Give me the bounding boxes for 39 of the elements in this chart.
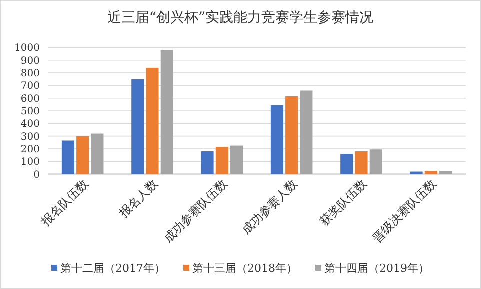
y-tick-label: 300 — [20, 132, 40, 143]
y-tick-label: 1000 — [14, 43, 40, 54]
x-tick-label: 报名队伍数 — [38, 176, 91, 230]
bar — [62, 140, 74, 174]
legend-label: 第十四届（2019年） — [324, 262, 430, 275]
bar — [230, 146, 244, 174]
y-tick-label: 800 — [20, 68, 40, 80]
bar — [440, 171, 452, 174]
bar — [355, 152, 368, 174]
bar — [286, 96, 298, 174]
y-tick-label: 900 — [20, 56, 40, 67]
y-tick-label: 400 — [20, 119, 40, 130]
bar — [160, 50, 174, 174]
x-tick-label: 成功参赛人数 — [239, 176, 300, 238]
bar — [370, 150, 382, 174]
bar — [91, 134, 104, 174]
bar — [146, 68, 159, 174]
y-tick-label: 0 — [34, 170, 40, 181]
x-tick-label: 报名人数 — [116, 176, 161, 222]
bar — [300, 90, 313, 174]
bar — [270, 105, 284, 174]
x-tick-label: 晋级决赛队伍数 — [370, 176, 440, 246]
legend-label: 第十三届（2018年） — [192, 262, 298, 275]
bar — [201, 152, 214, 174]
bar — [132, 79, 144, 174]
bar — [340, 154, 354, 174]
y-tick-label: 500 — [20, 106, 40, 118]
y-tick-label: 200 — [20, 144, 40, 156]
y-tick-label: 600 — [20, 94, 40, 105]
y-tick-label: 100 — [20, 157, 40, 168]
legend-label: 第十二届（2017年） — [60, 262, 166, 275]
bar — [216, 147, 228, 174]
x-tick-label: 成功参赛队伍数 — [160, 176, 230, 246]
bar — [410, 172, 423, 174]
x-tick-label: 获奖队伍数 — [317, 176, 370, 229]
bar — [424, 171, 438, 174]
bar — [76, 136, 90, 174]
y-tick-label: 700 — [20, 81, 40, 92]
chart-title: 近三届“创兴杯”实践能力竞赛学生参赛情况 — [107, 10, 374, 26]
